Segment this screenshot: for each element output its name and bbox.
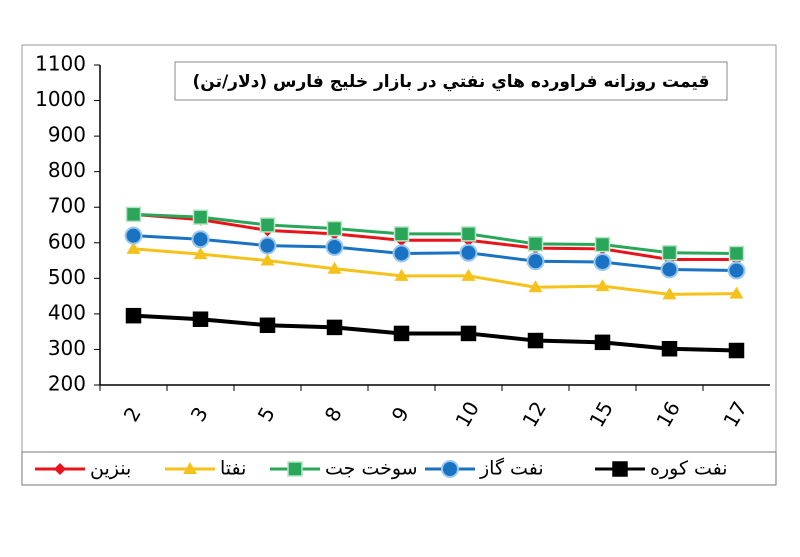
- marker: [393, 325, 410, 342]
- marker: [612, 461, 628, 477]
- x-tick-label: 9: [387, 403, 414, 426]
- x-tick-label: 2: [119, 403, 146, 426]
- y-tick-label: 600: [48, 229, 86, 253]
- legend-label: نفت كوره: [650, 458, 728, 480]
- marker: [124, 226, 143, 245]
- legend-label: نفت گاز: [479, 457, 544, 480]
- marker: [729, 286, 744, 299]
- marker: [593, 252, 612, 271]
- marker: [459, 243, 478, 262]
- marker: [325, 238, 344, 257]
- series-line: [133, 234, 737, 273]
- marker: [460, 325, 477, 342]
- marker: [326, 319, 343, 336]
- marker: [394, 268, 409, 281]
- x-tick-label: 10: [450, 397, 484, 431]
- marker: [393, 226, 410, 242]
- marker: [526, 252, 545, 271]
- marker: [125, 307, 142, 324]
- chart-title: قيمت روزانه فراورده هاي نفتي در بازار خل…: [193, 72, 710, 92]
- series-line: [133, 313, 737, 353]
- marker: [460, 226, 477, 242]
- y-tick-label: 400: [48, 300, 86, 324]
- marker: [594, 236, 611, 253]
- marker: [326, 220, 343, 237]
- marker: [258, 236, 277, 255]
- x-tick-label: 17: [718, 397, 752, 431]
- x-tick-label: 8: [320, 403, 347, 426]
- marker: [259, 217, 276, 233]
- marker: [193, 247, 208, 260]
- marker: [392, 244, 411, 263]
- marker: [327, 261, 342, 274]
- marker: [287, 461, 303, 477]
- y-tick-label: 800: [48, 158, 86, 182]
- series-line: [133, 212, 737, 261]
- y-tick-label: 1000: [35, 87, 86, 111]
- marker: [594, 334, 611, 351]
- marker: [527, 332, 544, 349]
- marker: [727, 261, 746, 280]
- series-line: [133, 212, 737, 255]
- x-tick-label: 12: [517, 397, 551, 431]
- y-tick-label: 200: [48, 372, 86, 396]
- marker: [728, 245, 745, 262]
- legend-label: نفتا: [220, 458, 246, 480]
- title-box: [174, 61, 728, 101]
- marker: [183, 462, 197, 474]
- marker: [461, 268, 476, 281]
- marker: [192, 209, 209, 225]
- series-line: [133, 247, 737, 296]
- y-tick-label: 500: [48, 265, 86, 289]
- x-tick-label: 15: [584, 397, 618, 431]
- marker: [662, 287, 677, 300]
- marker: [595, 279, 610, 292]
- marker: [660, 260, 679, 279]
- y-tick-label: 1100: [35, 52, 86, 76]
- marker: [191, 230, 210, 249]
- marker: [441, 460, 459, 478]
- marker: [259, 317, 276, 334]
- marker: [125, 206, 142, 223]
- legend-label: بنزين: [90, 458, 131, 480]
- marker: [661, 244, 678, 261]
- marker: [527, 236, 544, 252]
- marker: [126, 241, 141, 254]
- marker: [528, 280, 543, 293]
- marker: [260, 253, 275, 266]
- y-tick-label: 300: [48, 336, 86, 360]
- marker: [192, 311, 209, 327]
- marker: [54, 463, 66, 475]
- legend-label: سوخت جت: [325, 458, 418, 480]
- marker: [661, 340, 678, 357]
- x-tick-label: 16: [651, 397, 685, 431]
- legend-box: [21, 451, 777, 486]
- y-tick-label: 900: [48, 123, 86, 147]
- x-tick-label: 5: [253, 403, 280, 426]
- x-tick-label: 3: [186, 403, 213, 426]
- marker: [728, 342, 745, 359]
- y-tick-label: 700: [48, 194, 86, 218]
